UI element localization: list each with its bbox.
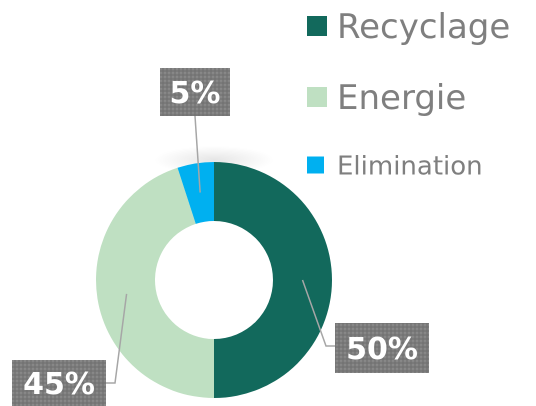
data-label-recyclage: 50% [335, 323, 429, 373]
legend-swatch [307, 87, 327, 107]
slice-energie [95, 167, 214, 398]
data-label-text: 5% [170, 76, 221, 111]
leader-line-energie [106, 293, 128, 384]
legend-swatch [307, 16, 327, 36]
data-label-box [160, 68, 230, 116]
slice-elimination [177, 162, 214, 224]
leader-line-elimination [194, 115, 201, 193]
legend-label: Energie [337, 78, 466, 118]
data-label-text: 50% [346, 332, 418, 367]
legend-item-recyclage: Recyclage [307, 7, 510, 47]
data-label-box [335, 323, 429, 373]
legend-item-elimination: Elimination [307, 151, 483, 181]
data-label-energie: 45% [12, 360, 106, 406]
donut-slices [95, 162, 332, 398]
leader-lines [106, 115, 335, 384]
data-labels: 50% 45% 5% [12, 68, 429, 406]
data-label-text: 45% [23, 367, 95, 402]
leader-line-recyclage [301, 279, 335, 347]
legend-item-energie: Energie [307, 78, 466, 118]
slice-recyclage [214, 162, 332, 398]
data-label-elimination: 5% [160, 68, 230, 116]
legend: Recyclage Energie Elimination [307, 7, 510, 181]
legend-label: Recyclage [337, 7, 510, 47]
legend-label: Elimination [337, 151, 483, 181]
data-label-box [12, 360, 106, 406]
legend-swatch [307, 156, 324, 174]
